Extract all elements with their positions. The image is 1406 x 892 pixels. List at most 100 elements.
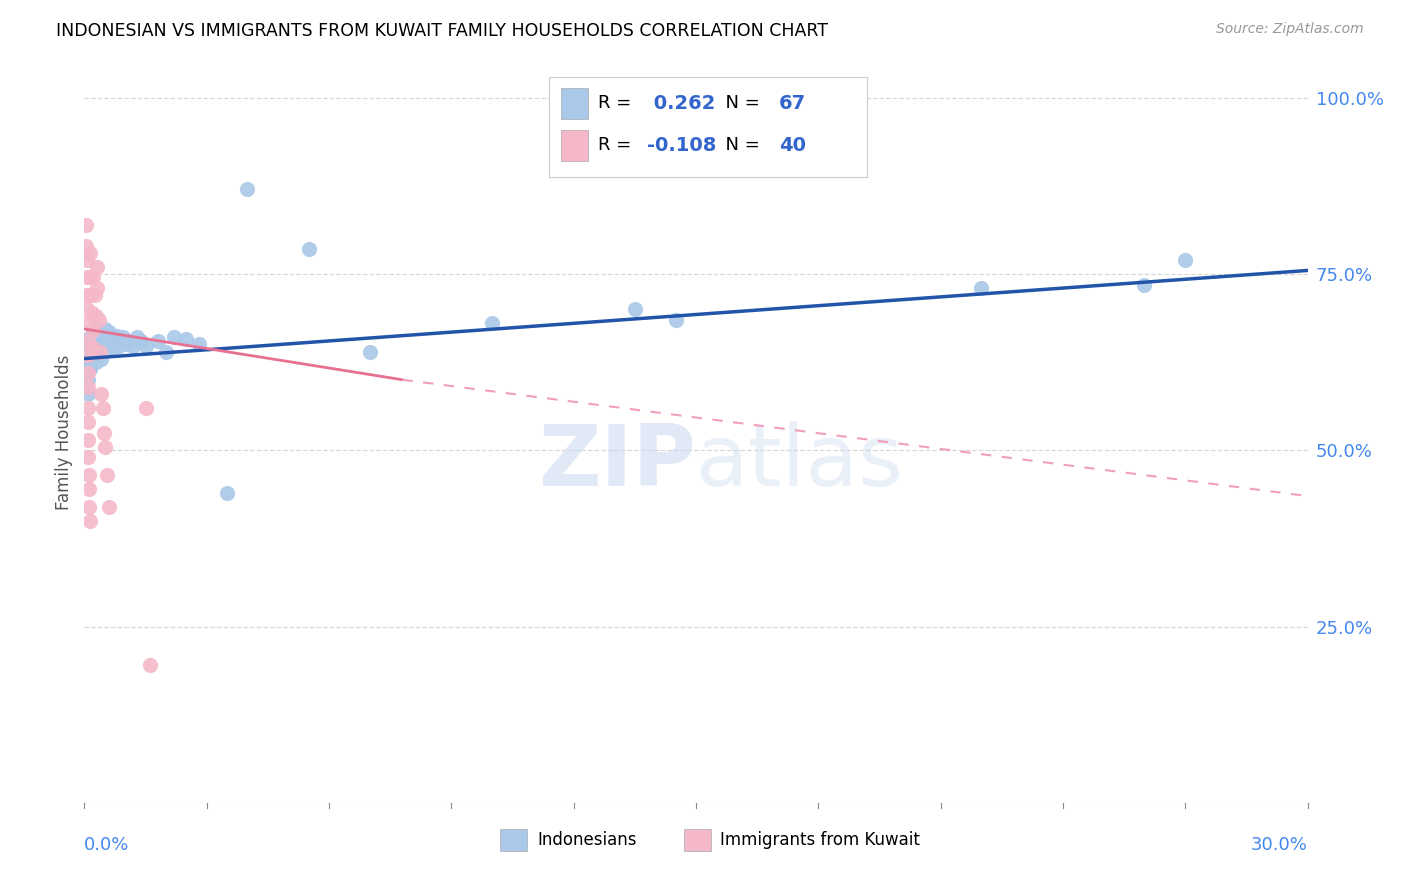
- Point: [127, 330, 149, 344]
- Point: [90, 323, 112, 337]
- Point: [86, 281, 108, 295]
- Point: [118, 334, 141, 348]
- Point: [82, 344, 104, 359]
- Point: [236, 182, 259, 196]
- Text: N =: N =: [714, 136, 766, 154]
- Point: [77, 348, 100, 362]
- Point: [77, 450, 100, 465]
- Point: [82, 323, 104, 337]
- Bar: [561, 130, 588, 161]
- Point: [77, 500, 100, 514]
- Point: [77, 373, 100, 387]
- Point: [122, 339, 145, 353]
- Point: [110, 334, 132, 348]
- Point: [298, 242, 321, 256]
- Point: [96, 467, 118, 482]
- Point: [89, 344, 111, 359]
- Point: [77, 351, 100, 366]
- Point: [135, 339, 157, 353]
- Point: [89, 329, 111, 343]
- Point: [481, 316, 503, 330]
- Point: [77, 337, 100, 351]
- Point: [187, 337, 209, 351]
- Point: [75, 218, 97, 232]
- Point: [79, 270, 101, 285]
- Point: [79, 514, 101, 528]
- Point: [90, 337, 112, 351]
- Point: [76, 270, 98, 285]
- Point: [174, 332, 197, 346]
- Point: [94, 334, 117, 348]
- Point: [80, 334, 103, 348]
- Point: [84, 339, 107, 353]
- Point: [76, 288, 98, 302]
- Text: Indonesians: Indonesians: [537, 830, 637, 849]
- Text: atlas: atlas: [696, 421, 904, 504]
- Point: [359, 344, 381, 359]
- Point: [155, 344, 177, 359]
- Point: [76, 334, 98, 348]
- Point: [82, 323, 104, 337]
- Point: [87, 313, 110, 327]
- Y-axis label: Family Households: Family Households: [55, 355, 73, 510]
- Point: [970, 281, 993, 295]
- Point: [77, 359, 100, 373]
- Point: [93, 440, 115, 454]
- Point: [101, 341, 124, 355]
- Text: R =: R =: [598, 136, 637, 154]
- Point: [83, 341, 105, 355]
- Point: [93, 322, 115, 336]
- Point: [1133, 277, 1156, 292]
- Point: [77, 380, 100, 394]
- Point: [97, 325, 120, 339]
- Text: Immigrants from Kuwait: Immigrants from Kuwait: [720, 830, 921, 849]
- Point: [86, 343, 108, 358]
- Point: [77, 467, 100, 482]
- Point: [97, 500, 120, 514]
- Text: 0.0%: 0.0%: [84, 836, 129, 855]
- Point: [105, 329, 128, 343]
- Point: [93, 326, 115, 341]
- Point: [86, 330, 108, 344]
- Point: [83, 326, 105, 341]
- Point: [77, 401, 100, 415]
- Bar: [683, 829, 710, 851]
- Text: 30.0%: 30.0%: [1251, 836, 1308, 855]
- Point: [79, 330, 101, 344]
- Point: [77, 433, 100, 447]
- Point: [82, 341, 104, 355]
- Point: [163, 330, 186, 344]
- Point: [100, 334, 122, 348]
- Text: R =: R =: [598, 95, 637, 112]
- Text: ZIP: ZIP: [538, 421, 696, 504]
- Point: [84, 323, 107, 337]
- Text: 0.262: 0.262: [647, 94, 716, 112]
- Point: [86, 325, 108, 339]
- Point: [75, 239, 97, 253]
- Point: [138, 658, 160, 673]
- Point: [112, 330, 135, 344]
- Bar: [561, 87, 588, 119]
- Text: N =: N =: [714, 95, 766, 112]
- Point: [83, 288, 105, 302]
- Point: [76, 316, 98, 330]
- Point: [79, 288, 101, 302]
- Text: 40: 40: [779, 136, 806, 155]
- Point: [101, 330, 124, 344]
- Point: [76, 252, 98, 267]
- Point: [79, 362, 101, 376]
- Point: [97, 339, 120, 353]
- Text: Source: ZipAtlas.com: Source: ZipAtlas.com: [1216, 22, 1364, 37]
- Point: [86, 339, 108, 353]
- Point: [104, 337, 127, 351]
- Point: [77, 366, 100, 380]
- Point: [135, 401, 157, 415]
- Point: [87, 334, 110, 348]
- Point: [82, 330, 104, 344]
- Point: [96, 330, 118, 344]
- Point: [82, 337, 104, 351]
- Point: [98, 337, 121, 351]
- Point: [146, 334, 169, 348]
- Point: [91, 401, 114, 415]
- Point: [82, 355, 104, 369]
